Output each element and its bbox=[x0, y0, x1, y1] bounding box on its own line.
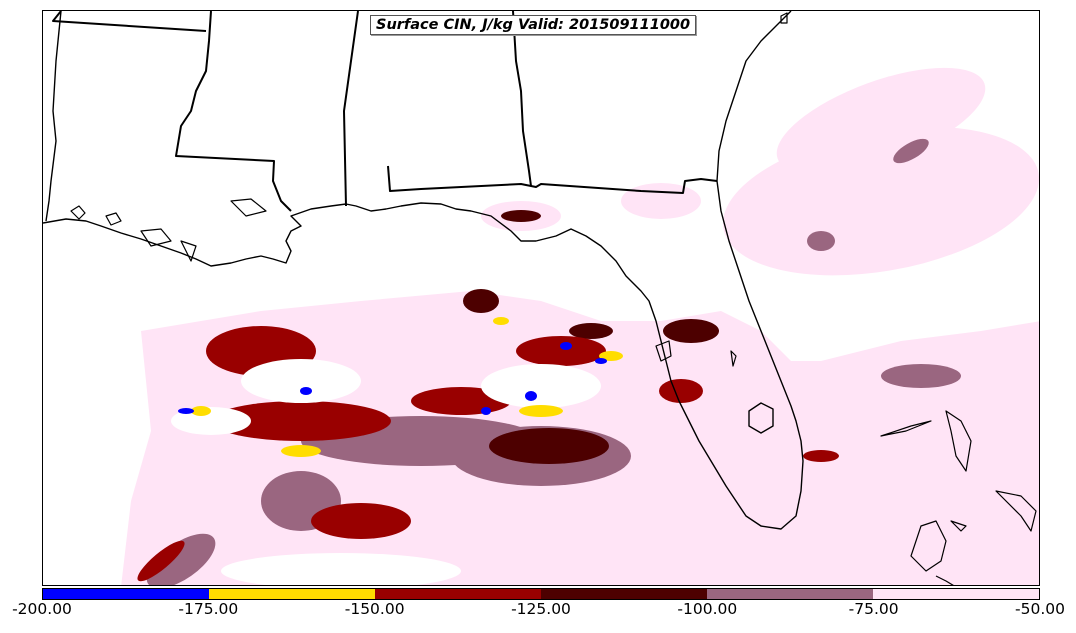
louisiana-west-coast bbox=[45, 11, 62, 222]
inland-lakes bbox=[655, 12, 788, 367]
louisiana-coast-detail bbox=[70, 198, 267, 262]
colorbar-tick-label: -175.00 bbox=[178, 600, 239, 618]
cin-clear-region bbox=[221, 553, 461, 585]
cin-light-region-atlantic-north bbox=[776, 67, 986, 175]
cin-clear-region bbox=[481, 364, 601, 408]
colorbar-segment bbox=[43, 589, 209, 599]
cin-blue-region bbox=[595, 358, 607, 364]
cin-red-region bbox=[311, 503, 411, 539]
cin-yellow-region bbox=[191, 406, 211, 416]
bahamas-islands bbox=[880, 410, 1037, 585]
cin-dark-maroon-region bbox=[501, 210, 541, 222]
cin-clear-region bbox=[171, 407, 251, 435]
cin-yellow-region bbox=[281, 445, 321, 457]
gulf-coastline bbox=[43, 11, 804, 530]
colorbar-tick-label: -50.00 bbox=[1015, 600, 1065, 618]
cin-mauve-region bbox=[893, 138, 929, 164]
colorbar-tick-label: -200.00 bbox=[12, 600, 72, 618]
cin-mauve-region bbox=[146, 533, 216, 585]
state-border-la-ms bbox=[175, 11, 292, 212]
cin-blue-region bbox=[560, 342, 572, 350]
cin-clear-region bbox=[241, 359, 361, 403]
state-border-ms-al bbox=[343, 11, 359, 207]
colorbar bbox=[42, 588, 1040, 600]
cin-dark-maroon-region bbox=[569, 323, 613, 339]
cin-field-map bbox=[43, 11, 1039, 585]
geo-boundaries bbox=[43, 11, 1037, 585]
cin-red-region bbox=[516, 336, 606, 366]
colorbar-tick-label: -125.00 bbox=[511, 600, 571, 618]
colorbar-segment bbox=[873, 589, 1039, 599]
cin-red-region bbox=[137, 540, 185, 582]
cin-red-region bbox=[803, 450, 839, 462]
cin-yellow-region bbox=[599, 351, 623, 361]
colorbar-tick-label: -75.00 bbox=[848, 600, 899, 618]
cin-red-region bbox=[211, 401, 391, 441]
state-border-ar-la bbox=[52, 11, 207, 32]
cin-red-region bbox=[659, 379, 703, 403]
map-panel bbox=[42, 10, 1040, 586]
state-border-al-ga bbox=[512, 11, 532, 187]
colorbar-segment bbox=[541, 589, 707, 599]
cin-yellow-region bbox=[519, 405, 563, 417]
cin-dark-maroon-region bbox=[663, 319, 719, 343]
cin-mauve-region bbox=[881, 364, 961, 388]
cin-blue-region bbox=[525, 391, 537, 401]
colorbar-segment bbox=[209, 589, 375, 599]
colorbar-segment bbox=[707, 589, 873, 599]
colorbar-segment bbox=[375, 589, 541, 599]
cin-dark-maroon-region bbox=[463, 289, 499, 313]
state-border-al-fl bbox=[387, 165, 718, 194]
colorbar-tick-label: -150.00 bbox=[344, 600, 405, 618]
cin-mauve-region bbox=[807, 231, 835, 251]
cin-blue-region bbox=[481, 407, 491, 415]
map-title: Surface CIN, J/kg Valid: 201509111000 bbox=[370, 15, 697, 35]
cin-yellow-region bbox=[493, 317, 509, 325]
cin-dark-maroon-region bbox=[489, 428, 609, 464]
cin-blue-region bbox=[300, 387, 312, 395]
cin-field-layer bbox=[121, 67, 1039, 585]
cin-blue-region bbox=[178, 408, 194, 414]
colorbar-tick-label: -100.00 bbox=[677, 600, 738, 618]
cin-light-region-ga bbox=[621, 183, 701, 219]
lake-okeechobee bbox=[748, 402, 774, 434]
